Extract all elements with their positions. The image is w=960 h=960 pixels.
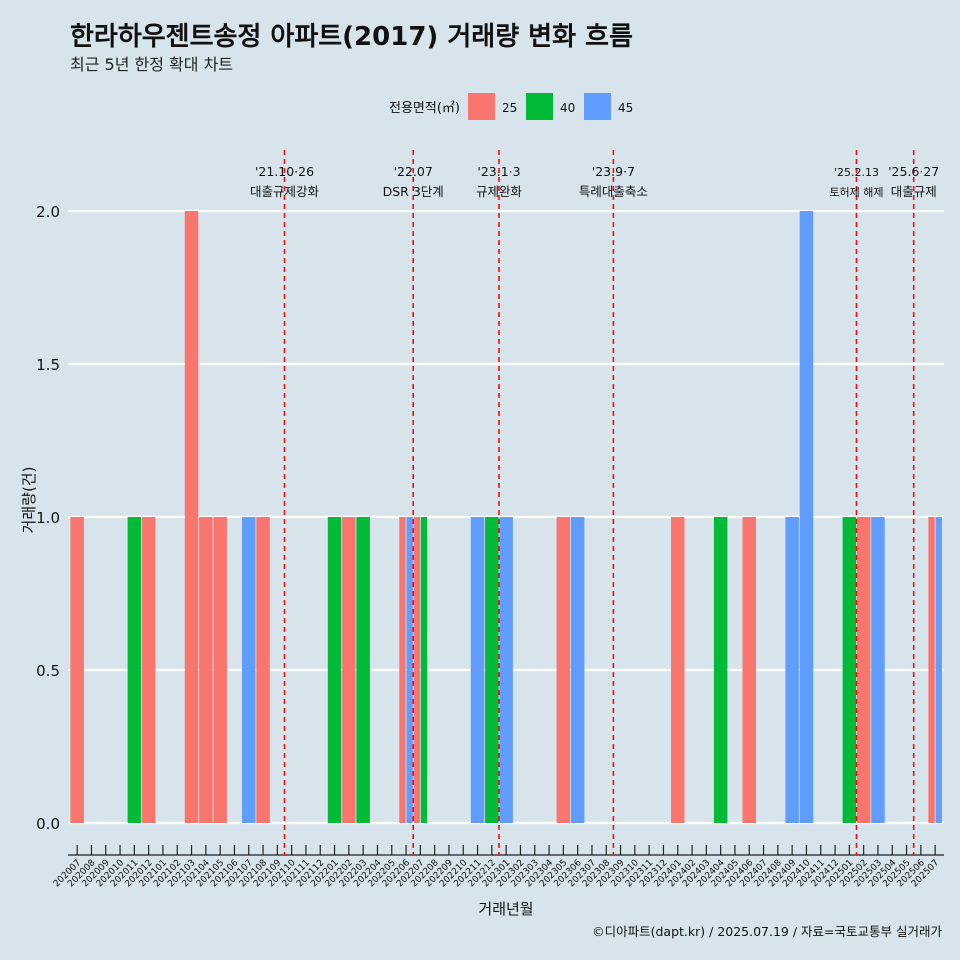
y-axis-label: 거래량(건) xyxy=(20,467,38,534)
y-tick-label: 0.0 xyxy=(36,815,60,833)
y-tick-label: 0.5 xyxy=(36,662,60,680)
event-name-label: 규제완화 xyxy=(476,184,523,199)
chart-subtitle: 최근 5년 한정 확대 차트 xyxy=(70,55,233,74)
event-name-label: DSR 3단계 xyxy=(383,184,444,199)
bar-25 xyxy=(141,517,156,823)
bar-45 xyxy=(242,517,256,823)
bar-40 xyxy=(356,517,370,823)
legend-label: 45 xyxy=(618,101,633,115)
bar-45 xyxy=(406,517,413,823)
bar-25 xyxy=(213,517,227,823)
y-tick-label: 1.0 xyxy=(36,509,60,527)
bar-25 xyxy=(413,517,420,823)
bar-40 xyxy=(842,517,857,823)
x-axis-label: 거래년월 xyxy=(478,900,533,918)
footer-credit: ©디아파트(dapt.kr) / 2025.07.19 / 자료=국토교통부 실… xyxy=(592,924,942,939)
legend-label: 25 xyxy=(502,101,517,115)
bar-45 xyxy=(799,211,814,823)
event-date-label: '22.07 xyxy=(394,164,433,179)
event-date-label: '25.2.13 xyxy=(834,166,879,179)
bar-40 xyxy=(713,517,728,823)
event-name-label: 특례대출축소 xyxy=(579,184,648,199)
bar-25 xyxy=(928,517,935,823)
bar-25 xyxy=(70,517,84,823)
legend-swatch-25 xyxy=(468,93,495,120)
legend-label: 40 xyxy=(560,101,575,115)
y-tick-label: 1.5 xyxy=(36,356,60,374)
bar-25 xyxy=(671,517,685,823)
legend-title: 전용면적(㎡) xyxy=(389,101,460,116)
bar-45 xyxy=(785,517,799,823)
legend-swatch-40 xyxy=(526,93,553,120)
bar-45 xyxy=(871,517,885,823)
event-date-label: '21.10·26 xyxy=(255,164,314,179)
legend-swatch-45 xyxy=(584,93,611,120)
bar-25 xyxy=(184,211,199,823)
bar-25 xyxy=(742,517,756,823)
bar-45 xyxy=(499,517,513,823)
bar-25 xyxy=(342,517,356,823)
legend: 전용면적(㎡) 25 40 45 xyxy=(389,93,633,120)
bar-45 xyxy=(935,517,942,823)
bar-40 xyxy=(420,517,428,823)
bar-25 xyxy=(556,517,571,823)
plot-area: 0.00.51.01.52.02020072020082020092020102… xyxy=(36,150,944,889)
event-date-label: '25.6·27 xyxy=(888,164,939,179)
y-tick-label: 2.0 xyxy=(36,203,60,221)
event-date-label: '23.9·7 xyxy=(592,164,635,179)
chart-title: 한라하우젠트송정 아파트(2017) 거래량 변화 흐름 xyxy=(70,22,633,52)
bar-25 xyxy=(399,517,406,823)
event-name-label: 대출규제강화 xyxy=(250,184,320,199)
bar-45 xyxy=(570,517,585,823)
bar-45 xyxy=(470,517,485,823)
bar-40 xyxy=(485,517,499,823)
event-name-label: 대출규제 xyxy=(891,184,937,199)
bar-40 xyxy=(327,517,342,823)
event-name-label: 토허제 해제 xyxy=(829,185,883,199)
bar-25 xyxy=(256,517,270,823)
bar-25 xyxy=(856,517,871,823)
event-date-label: '23.1·3 xyxy=(477,164,520,179)
bar-40 xyxy=(127,517,142,823)
bar-25 xyxy=(199,517,213,823)
